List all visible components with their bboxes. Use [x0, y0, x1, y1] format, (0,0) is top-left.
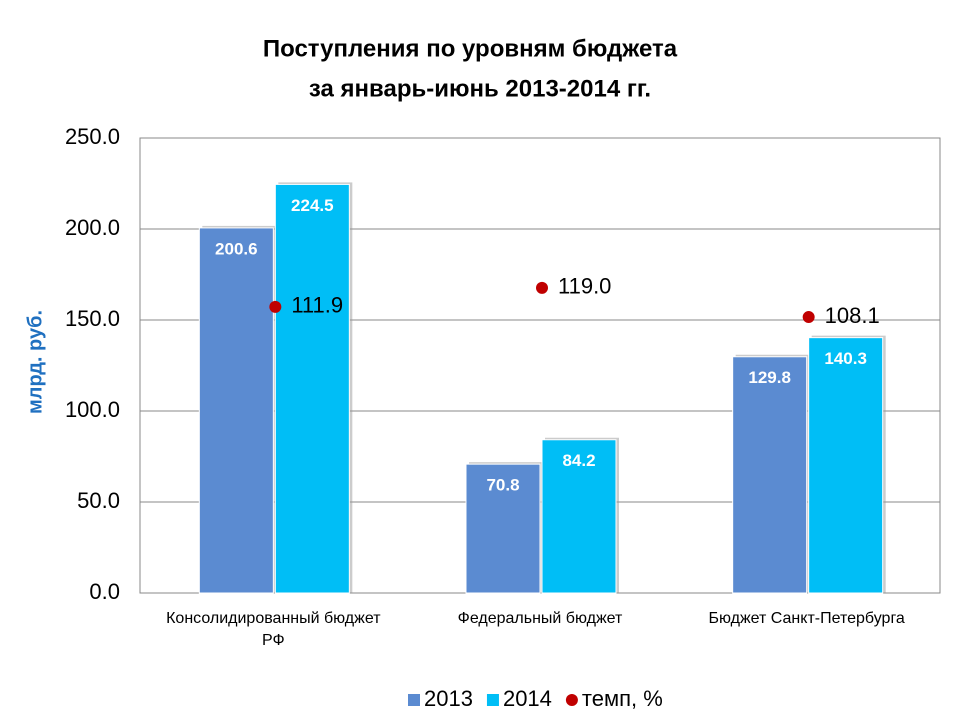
data-label: 108.1	[825, 303, 880, 328]
data-label: 224.5	[291, 196, 334, 215]
point	[269, 300, 282, 313]
legend-label: 2013	[424, 686, 473, 711]
legend-marker	[486, 694, 499, 706]
bar	[732, 356, 808, 594]
data-label: 70.8	[486, 476, 519, 495]
chart-title: Поступления по уровням бюджета	[263, 35, 678, 62]
y-tick-label: 100.0	[65, 397, 120, 422]
y-tick-label: 50.0	[77, 488, 120, 513]
bar	[465, 463, 541, 594]
bar	[198, 227, 274, 594]
y-tick-label: 0.0	[89, 579, 120, 604]
chart-title: за январь-июнь 2013-2014 гг.	[309, 75, 651, 102]
data-label: 129.8	[748, 368, 791, 387]
bar	[808, 337, 884, 594]
y-axis-title: млрд. руб.	[24, 310, 46, 414]
x-tick-label: Федеральный бюджет	[457, 610, 623, 627]
legend-marker	[565, 694, 578, 706]
y-tick-label: 150.0	[65, 306, 120, 331]
legend-label: 2014	[503, 686, 552, 711]
data-label: 140.3	[824, 349, 867, 368]
data-label: 200.6	[215, 239, 258, 258]
x-tick-label: Консолидированный бюджет РФ	[166, 610, 381, 649]
x-tick-label: Бюджет Санкт-Петербурга	[708, 610, 905, 627]
data-label: 84.2	[562, 451, 595, 470]
legend-label: темп, %	[582, 686, 663, 711]
point	[536, 281, 548, 294]
y-tick-label: 250.0	[65, 124, 120, 149]
point	[802, 311, 815, 324]
legend-marker	[408, 694, 420, 706]
y-tick-label: 200.0	[65, 215, 120, 240]
bar	[274, 183, 350, 594]
data-label: 111.9	[291, 293, 343, 318]
data-label: 119.0	[558, 274, 611, 299]
bar	[541, 439, 617, 594]
